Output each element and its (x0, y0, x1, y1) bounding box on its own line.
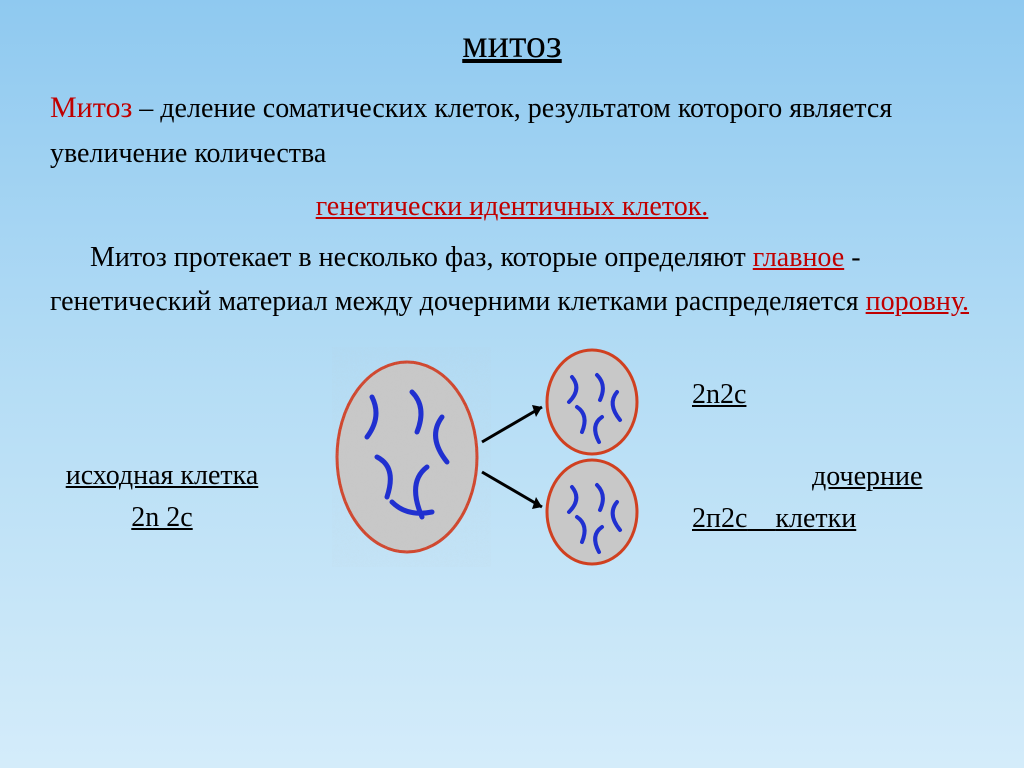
daughter-formula-top: 2n2c (692, 379, 992, 411)
highlight-equal: поровну. (866, 286, 969, 317)
highlight-main: главное (753, 242, 844, 273)
highlight-line-1: генетически идентичных клеток. (50, 175, 974, 228)
cell-diagram (332, 347, 652, 567)
diagram-row: исходная клетка 2n 2с (0, 347, 1024, 567)
slide-title: митоз (0, 0, 1024, 85)
p2-a: Митоз протекает в несколько фаз, которые… (90, 242, 753, 273)
daughter-formula-bot: 2п2с (692, 503, 747, 534)
cells-svg (332, 347, 652, 567)
source-formula: 2n 2с (32, 502, 292, 534)
daughter-label: дочерние (692, 461, 992, 493)
source-cell-label: исходная клетка (32, 460, 292, 492)
term-mitosis: Митоз (50, 91, 132, 124)
right-labels: 2n2c дочерние 2п2с клетки (692, 379, 992, 535)
second-paragraph: Митоз протекает в несколько фаз, которые… (50, 228, 974, 323)
genetically-identical: генетически идентичных клеток. (316, 191, 709, 222)
daughter-cells-word: клетки (775, 503, 856, 534)
definition-paragraph: Митоз – деление соматических клеток, рез… (50, 85, 974, 175)
daughter-bottom-line: 2п2с клетки (692, 503, 992, 535)
def-text-1: – деление соматических клеток, результат… (50, 93, 892, 169)
content-area: Митоз – деление соматических клеток, рез… (0, 85, 1024, 323)
left-labels: исходная клетка 2n 2с (32, 380, 292, 534)
